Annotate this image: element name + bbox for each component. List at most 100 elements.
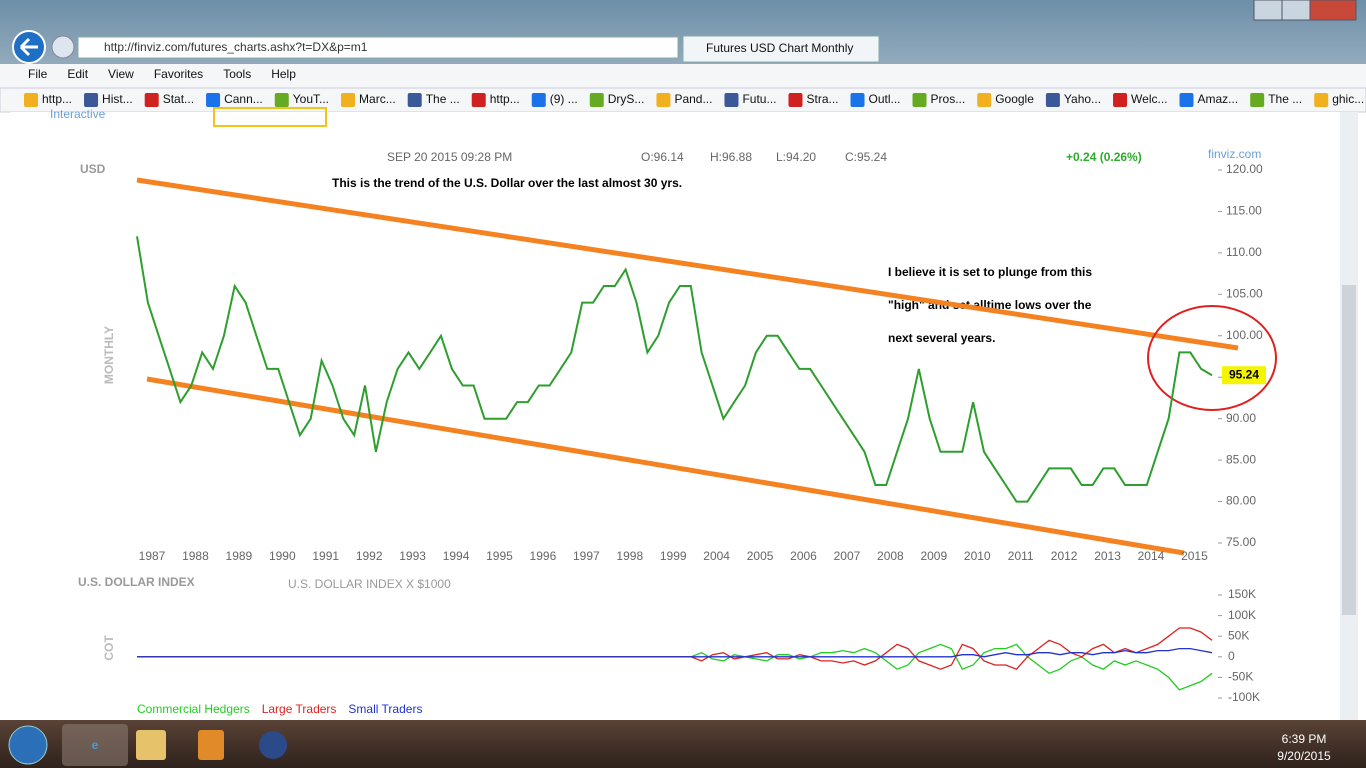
favorite-link[interactable]: Stat... xyxy=(163,92,194,106)
x-tick-label: 2008 xyxy=(877,549,904,563)
favorite-icon xyxy=(84,93,99,107)
open: O:96.14 xyxy=(641,150,684,164)
x-tick-label: 1989 xyxy=(226,549,253,563)
annotation: I believe it is set to plunge from this xyxy=(888,265,1092,279)
maximize-button[interactable] xyxy=(1281,0,1311,21)
menu-item[interactable]: Tools xyxy=(223,67,251,81)
y-tick-label: 100.00 xyxy=(1226,328,1263,342)
favorite-link[interactable]: Pand... xyxy=(674,92,712,106)
y-tick-label: 105.00 xyxy=(1226,287,1263,301)
menu-item[interactable]: View xyxy=(108,67,134,81)
favorite-link[interactable]: Stra... xyxy=(806,92,838,106)
favorite-icon xyxy=(24,93,38,107)
content xyxy=(10,112,1356,720)
favorite-icon xyxy=(471,93,486,107)
favorite-icon xyxy=(1045,93,1060,107)
favorite-link[interactable]: ghic... xyxy=(1332,92,1364,106)
favorite-icon xyxy=(977,93,992,107)
favorite-link[interactable]: Outl... xyxy=(869,92,901,106)
tab[interactable] xyxy=(682,35,880,63)
favorite-link[interactable]: Yaho... xyxy=(1064,92,1101,106)
cot-title: U.S. DOLLAR INDEX xyxy=(78,575,195,589)
x-tick-label: 1993 xyxy=(399,549,426,563)
y-tick-label: 115.00 xyxy=(1226,204,1262,218)
x-tick-label: 2010 xyxy=(964,549,991,563)
y-tick-label: 110.00 xyxy=(1226,245,1262,259)
y-tick-label: 90.00 xyxy=(1226,411,1256,425)
favorite-icon xyxy=(206,93,221,107)
favorite-link[interactable]: YouT... xyxy=(293,92,329,106)
x-tick-label: 2013 xyxy=(1094,549,1121,563)
favorite-icon xyxy=(1179,93,1194,107)
ie-taskbar[interactable] xyxy=(62,724,128,766)
legend-entry: Large Traders xyxy=(262,702,337,716)
x-tick-label: 1987 xyxy=(139,549,166,563)
app-icon[interactable] xyxy=(259,731,287,759)
favorite-link[interactable]: Amaz... xyxy=(1198,92,1239,106)
legend-entry: Commercial Hedgers xyxy=(137,702,250,716)
media-icon[interactable] xyxy=(198,730,224,760)
last-price-box xyxy=(1222,366,1266,385)
x-tick-label: 1992 xyxy=(356,549,383,563)
minimize-button[interactable] xyxy=(1253,0,1283,21)
x-tick-label: 1988 xyxy=(182,549,209,563)
favorite-link[interactable]: Welc... xyxy=(1131,92,1167,106)
favorite-link[interactable]: http... xyxy=(42,92,72,106)
highlight-circle xyxy=(1147,305,1277,411)
favorite-icon xyxy=(274,93,289,107)
menu-item[interactable]: Edit xyxy=(67,67,88,81)
favorite-link[interactable]: Google xyxy=(995,92,1034,106)
favorite-icon xyxy=(850,93,865,107)
y-tick-label: 150K xyxy=(1228,587,1256,601)
url: http://finviz.com/futures_charts.ashx?t=… xyxy=(104,40,368,54)
y-tick-label: 85.00 xyxy=(1226,452,1256,466)
explorer-icon[interactable] xyxy=(136,730,166,760)
y-tick-label: 50K xyxy=(1228,628,1249,642)
favorite-link[interactable]: Futu... xyxy=(742,92,776,106)
favorite-icon xyxy=(1113,93,1128,107)
chart-thumb[interactable] xyxy=(213,107,327,127)
trend-line xyxy=(136,177,1239,351)
annotation: This is the trend of the U.S. Dollar ove… xyxy=(332,176,682,190)
start-button[interactable] xyxy=(8,725,48,765)
favorite-link[interactable]: Hist... xyxy=(102,92,133,106)
favorite-icon xyxy=(912,93,927,107)
favorite-link[interactable]: (9) ... xyxy=(550,92,578,106)
favorite-link[interactable]: DryS... xyxy=(608,92,645,106)
menu-item[interactable]: Favorites xyxy=(154,67,203,81)
menu-item[interactable]: Help xyxy=(271,67,296,81)
y-tick-label: 120.00 xyxy=(1226,162,1263,176)
cot-y-label: COT xyxy=(102,635,116,661)
forward-button[interactable] xyxy=(51,35,75,59)
favorite-icon xyxy=(407,93,422,107)
close: C:95.24 xyxy=(845,150,887,164)
trend-line xyxy=(146,376,1185,556)
x-tick-label: 2009 xyxy=(920,549,947,563)
taskbar xyxy=(0,720,1366,768)
x-tick-label: 1998 xyxy=(616,549,643,563)
favorite-link[interactable]: The ... xyxy=(1268,92,1302,106)
scroll-thumb[interactable] xyxy=(1342,285,1356,615)
y-axis-label: MONTHLY xyxy=(102,326,116,384)
address-bar[interactable] xyxy=(77,36,679,59)
chart-title: USD xyxy=(80,162,106,176)
favorite-link[interactable]: The ... xyxy=(426,92,460,106)
favorite-link[interactable]: http... xyxy=(490,92,520,106)
x-tick-label: 2005 xyxy=(747,549,774,563)
close-button[interactable] xyxy=(1309,0,1357,21)
menu-item[interactable]: File xyxy=(28,67,48,81)
back-arrow xyxy=(19,37,38,57)
ie-icon: e xyxy=(92,738,99,752)
x-tick-label: 2014 xyxy=(1138,549,1165,563)
last-price: 95.24 xyxy=(1229,367,1259,381)
x-tick-label: 2011 xyxy=(1008,549,1034,563)
favorite-link[interactable]: Marc... xyxy=(359,92,396,106)
y-tick-label: 75.00 xyxy=(1226,535,1256,549)
favorite-link[interactable]: Cann... xyxy=(224,92,263,106)
y-tick-label: -100K xyxy=(1228,690,1260,704)
favorite-link[interactable]: Pros... xyxy=(931,92,966,106)
cot-subtitle: U.S. DOLLAR INDEX X $1000 xyxy=(288,577,451,591)
page-tab: Interactive xyxy=(50,107,106,121)
x-tick-label: 2015 xyxy=(1181,549,1208,563)
